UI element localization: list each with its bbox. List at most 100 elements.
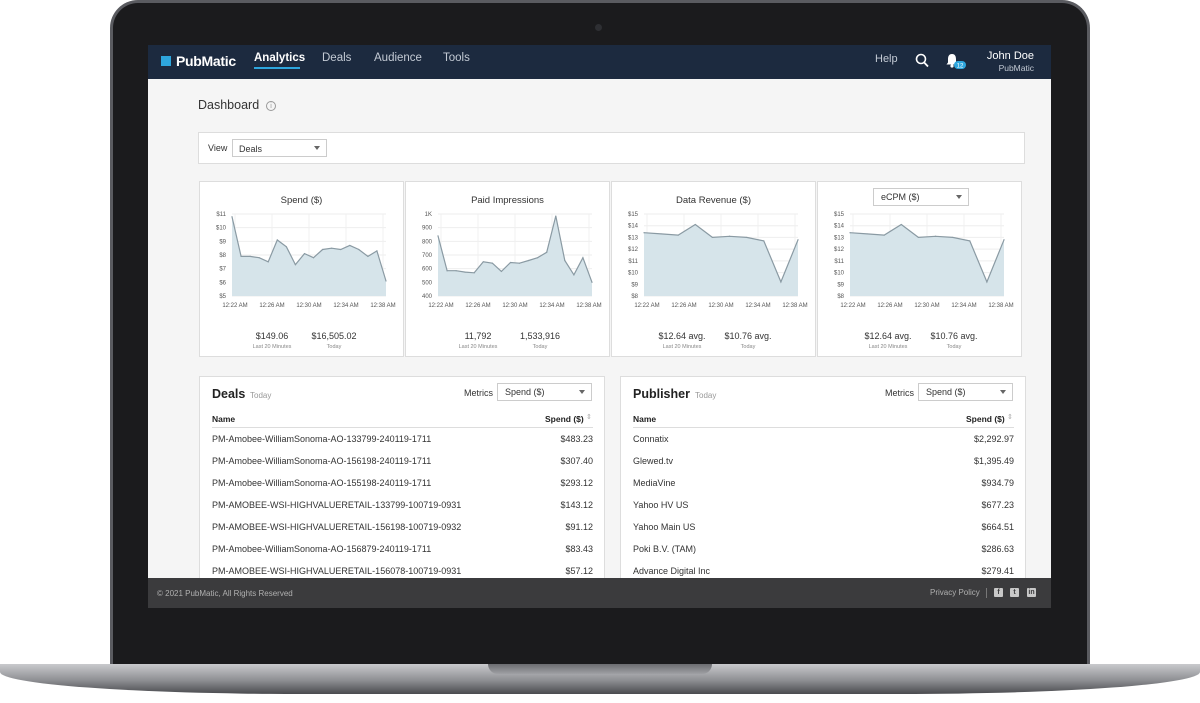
user-name[interactable]: John Doe	[986, 50, 1034, 62]
data-point	[582, 257, 584, 259]
column-header-name[interactable]: Name	[633, 414, 657, 424]
y-tick-label: $12	[628, 247, 639, 253]
table-row[interactable]: MediaVine $934.79	[633, 478, 1014, 500]
data-point	[866, 233, 868, 235]
sort-icon[interactable]: ⇕	[586, 414, 592, 421]
row-name: Yahoo HV US	[633, 500, 689, 510]
data-point	[473, 272, 475, 274]
logo-mark-icon	[161, 56, 171, 66]
data-point	[446, 270, 448, 272]
metrics-select-value: Spend ($)	[505, 387, 545, 397]
table-row[interactable]: Glewed.tv $1,395.49	[633, 456, 1014, 478]
table-row[interactable]: Poki B.V. (TAM) $286.63	[633, 544, 1014, 566]
data-point	[312, 257, 315, 259]
data-point	[267, 261, 269, 263]
y-tick-label: 1K	[425, 212, 432, 218]
table-row[interactable]: Advance Digital Inc $279.41	[633, 566, 1014, 588]
linkedin-icon[interactable]: in	[1027, 588, 1036, 597]
data-point	[1003, 239, 1005, 241]
table-row[interactable]: PM-Amobee-WilliamSonoma-AO-156198-240119…	[212, 456, 593, 478]
chart-card-spend: Spend ($) $11 $10 $9 $8 $7 $6 $5 12:22 AM 12:26 …	[199, 181, 404, 357]
table-row[interactable]: PM-AMOBEE-WSI-HIGHVALUERETAIL-133799-100…	[212, 500, 593, 522]
data-point	[564, 259, 566, 262]
publisher-panel: Publisher Today Metrics Spend ($) Name S…	[620, 376, 1026, 608]
view-select[interactable]: Deals	[232, 139, 327, 157]
x-tick-label: 12:22 AM	[634, 303, 659, 309]
view-bar: View Deals	[198, 132, 1025, 164]
data-point	[385, 280, 387, 282]
row-value: $1,395.49	[973, 456, 1014, 466]
y-tick-label: $11	[834, 259, 844, 265]
facebook-icon[interactable]: f	[994, 588, 1003, 597]
series-line	[849, 223, 1005, 284]
y-tick-label: 500	[422, 280, 433, 286]
column-header-name[interactable]: Name	[212, 414, 236, 424]
row-value: $83.43	[565, 544, 593, 554]
area-fill	[850, 224, 1004, 296]
help-link[interactable]: Help	[875, 53, 898, 65]
row-value: $286.63	[981, 544, 1014, 554]
column-header-spend[interactable]: Spend ($)	[545, 414, 584, 424]
logo-text: PubMatic	[176, 53, 236, 69]
table-row[interactable]: Connatix $2,292.97	[633, 434, 1014, 456]
ecpm-select[interactable]: eCPM ($)	[873, 188, 969, 206]
table-row[interactable]: Yahoo Main US $664.51	[633, 522, 1014, 544]
column-header-spend[interactable]: Spend ($)	[966, 414, 1005, 424]
nav-audience[interactable]: Audience	[374, 52, 422, 64]
chart-card-data-revenue: Data Revenue ($) $15 $14 $13 $12 $11 $10 $9 $8 1…	[611, 181, 816, 357]
data-point	[491, 262, 493, 264]
row-name: Yahoo Main US	[633, 522, 696, 532]
data-point	[349, 244, 351, 247]
impressions-chart: 1K 900 800 700 600 500 400 12:22 AM 12:26 AM 12:3…	[422, 212, 602, 309]
nav-deals[interactable]: Deals	[322, 52, 352, 64]
data-point	[900, 223, 902, 226]
row-name: PM-Amobee-WilliamSonoma-AO-156879-240119…	[212, 544, 432, 554]
publisher-metrics-select[interactable]: Spend ($)	[918, 383, 1013, 401]
data-point	[437, 235, 439, 237]
table-row[interactable]: PM-Amobee-WilliamSonoma-AO-155198-240119…	[212, 478, 593, 500]
table-row[interactable]: PM-AMOBEE-WSI-HIGHVALUERETAIL-156198-100…	[212, 522, 593, 544]
deals-panel: Deals Today Metrics Spend ($) Name Spend…	[199, 376, 605, 608]
row-value: $2,292.97	[973, 434, 1014, 444]
nav-tools[interactable]: Tools	[443, 52, 470, 64]
row-value: $91.12	[565, 522, 593, 532]
nav-analytics[interactable]: Analytics	[254, 52, 306, 64]
y-tick-label: $7	[219, 267, 226, 273]
info-icon[interactable]: i	[266, 101, 276, 111]
x-tick-label: 12:30 AM	[502, 303, 527, 309]
metric-caption: Last 20 Minutes	[458, 344, 498, 350]
y-tick-label: $9	[837, 282, 844, 288]
metric-value: $16,505.02	[311, 331, 357, 341]
area-fill	[232, 216, 386, 296]
row-value: $664.51	[981, 522, 1014, 532]
y-tick-label: 800	[422, 239, 433, 245]
x-tick-label: 12:34 AM	[951, 303, 976, 309]
data-point	[527, 259, 530, 262]
metric-value: 1,533,916	[519, 331, 561, 341]
x-tick-label: 12:34 AM	[333, 303, 358, 309]
sort-icon[interactable]: ⇕	[1007, 414, 1013, 421]
table-row[interactable]: PM-Amobee-WilliamSonoma-AO-133799-240119…	[212, 434, 593, 456]
logo[interactable]: PubMatic	[161, 53, 236, 69]
y-tick-label: $8	[631, 294, 638, 300]
data-point	[728, 235, 731, 237]
table-row[interactable]: Yahoo HV US $677.23	[633, 500, 1014, 522]
area-fill	[644, 224, 798, 296]
data-point	[883, 234, 885, 236]
bell-icon[interactable]: 12	[945, 52, 967, 70]
y-tick-label: 900	[422, 226, 433, 232]
table-row[interactable]: PM-AMOBEE-WSI-HIGHVALUERETAIL-156078-100…	[212, 566, 593, 588]
search-icon[interactable]	[915, 53, 929, 69]
y-tick-label: $10	[216, 226, 227, 232]
data-point	[746, 236, 748, 239]
x-tick-label: 12:26 AM	[259, 303, 284, 309]
y-tick-label: $8	[219, 253, 226, 259]
privacy-policy-link[interactable]: Privacy Policy	[930, 588, 980, 597]
x-tick-label: 12:30 AM	[296, 303, 321, 309]
twitter-icon[interactable]: t	[1010, 588, 1019, 597]
table-row[interactable]: PM-Amobee-WilliamSonoma-AO-156879-240119…	[212, 544, 593, 566]
y-tick-label: 400	[422, 294, 433, 300]
card-title: Paid Impressions	[471, 195, 544, 206]
row-value: $293.12	[560, 478, 593, 488]
deals-metrics-select[interactable]: Spend ($)	[497, 383, 592, 401]
